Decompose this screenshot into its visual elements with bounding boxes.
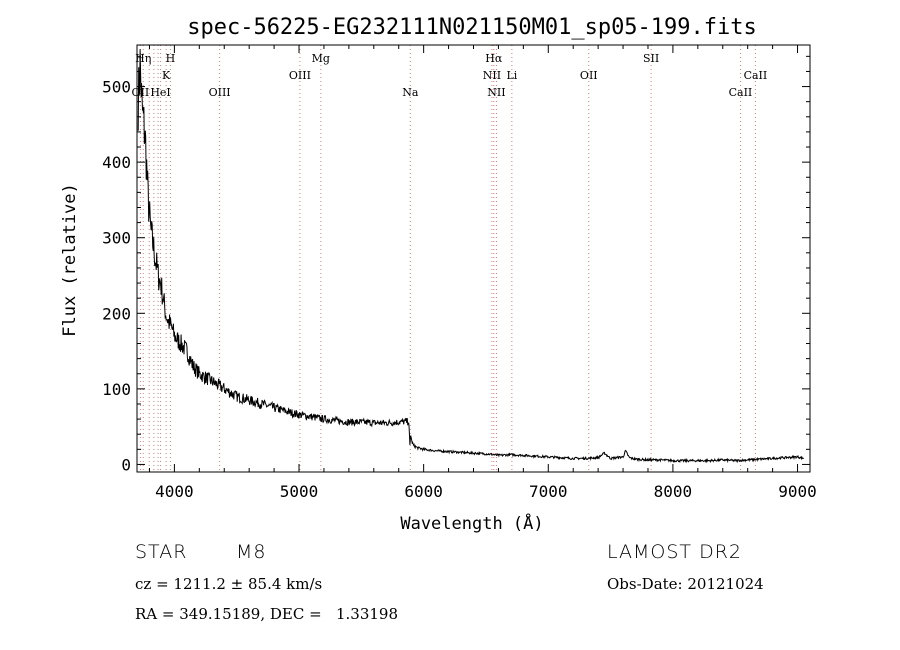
y-axis-label: Flux (relative) (60, 183, 80, 337)
x-tick-label-4: 8000 (654, 482, 693, 501)
x-axis-ticks: 4000 5000 6000 7000 8000 9000 (148, 45, 817, 501)
x-tick-label-3: 7000 (529, 482, 568, 501)
spectrum-line (137, 49, 804, 464)
object-class: STAR (135, 541, 188, 563)
survey-name: LAMOST DR2 (607, 541, 742, 563)
line-label-7: H (166, 52, 176, 65)
line-label-6: K (162, 69, 171, 82)
x-tick-label-1: 5000 (280, 482, 319, 501)
y-tick-label-5: 500 (102, 78, 131, 97)
line-label-15: Li (506, 69, 517, 82)
x-tick-label-0: 4000 (155, 482, 194, 501)
line-label-16: OII (580, 69, 598, 82)
line-label-1: Hη (135, 52, 151, 65)
y-tick-label-2: 200 (102, 304, 131, 323)
object-subclass: M8 (236, 541, 267, 563)
line-label-5: HeI (150, 86, 170, 99)
observation-date: Obs-Date: 20121024 (607, 575, 764, 593)
y-tick-label-0: 0 (121, 455, 131, 474)
y-tick-label-3: 300 (102, 229, 131, 248)
line-label-0: OII (132, 86, 150, 99)
line-label-10: Mg (312, 52, 330, 65)
x-tick-label-2: 6000 (404, 482, 443, 501)
line-label-13: Hα (485, 52, 503, 65)
chart-title: spec-56225-EG232111N021150M01_sp05-199.f… (187, 15, 757, 40)
line-label-18: CaII (729, 86, 753, 99)
redshift-cz: cz = 1211.2 ± 85.4 km/s (135, 575, 323, 593)
y-tick-label-4: 400 (102, 153, 131, 172)
y-tick-label-1: 100 (102, 380, 131, 399)
line-label-14: NII (487, 86, 505, 99)
x-tick-label-5: 9000 (778, 482, 817, 501)
plot-frame (136, 44, 811, 473)
spectral-line-markers (139, 45, 756, 472)
line-label-12: NII (483, 69, 501, 82)
coordinates-ra-dec: RA = 349.15189, DEC = 1.33198 (135, 605, 399, 623)
line-label-8: OIII (209, 86, 231, 99)
y-axis-ticks: 0 100 200 300 400 500 (102, 55, 810, 474)
line-label-11: Na (402, 86, 419, 99)
line-label-9: OIII (289, 69, 311, 82)
line-label-19: CaII (744, 69, 768, 82)
x-axis-label: Wavelength (Å) (400, 512, 543, 534)
line-label-17: SII (643, 52, 659, 65)
